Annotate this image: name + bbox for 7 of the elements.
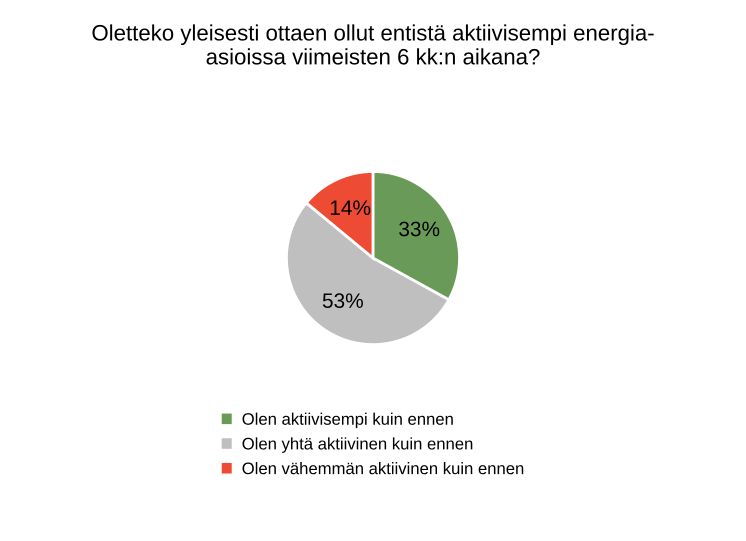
legend-label: Olen yhtä aktiivinen kuin ennen bbox=[242, 437, 472, 453]
legend-label: Olen vähemmän aktiivinen kuin ennen bbox=[242, 462, 524, 474]
data-label: 53% bbox=[322, 293, 363, 308]
data-label: 14% bbox=[330, 200, 370, 216]
data-label: 33% bbox=[399, 222, 440, 236]
legend-label: Olen aktiivisempi kuin ennen bbox=[242, 412, 453, 428]
chart-title: Oletteko yleisesti ottaen ollut entistä aktiivisempi energia- asioissa viimeisten 6 kk:n aikana? bbox=[92, 24, 654, 65]
